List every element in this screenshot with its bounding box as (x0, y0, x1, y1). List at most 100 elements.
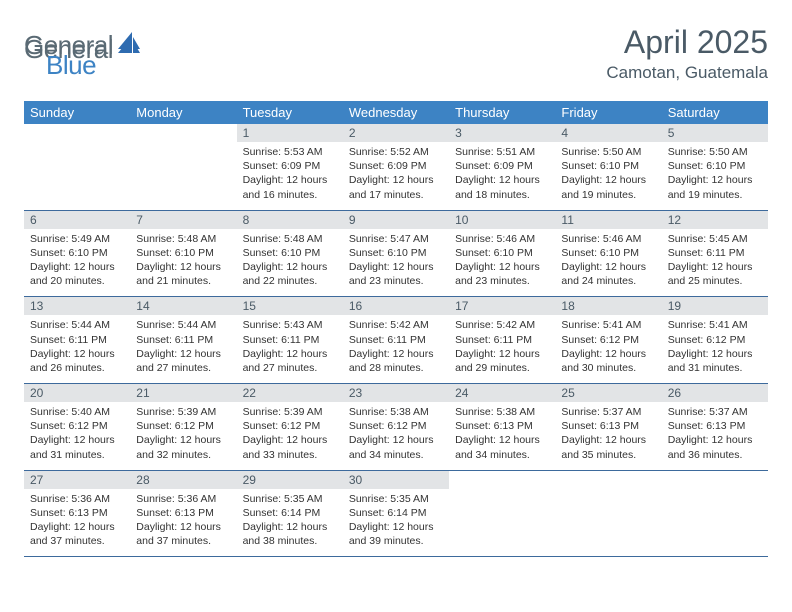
location-label: Camotan, Guatemala (606, 63, 768, 83)
day-details: Sunrise: 5:37 AMSunset: 6:13 PMDaylight:… (555, 402, 661, 470)
calendar-cell (449, 470, 555, 557)
day-sunset: Sunset: 6:12 PM (349, 419, 443, 433)
calendar-cell: 14Sunrise: 5:44 AMSunset: 6:11 PMDayligh… (130, 297, 236, 384)
day-day2: and 20 minutes. (30, 274, 124, 288)
day-details: Sunrise: 5:43 AMSunset: 6:11 PMDaylight:… (237, 315, 343, 383)
day-details: Sunrise: 5:48 AMSunset: 6:10 PMDaylight:… (237, 229, 343, 297)
calendar-cell: 6Sunrise: 5:49 AMSunset: 6:10 PMDaylight… (24, 210, 130, 297)
day-day2: and 37 minutes. (136, 534, 230, 548)
day-details: Sunrise: 5:38 AMSunset: 6:13 PMDaylight:… (449, 402, 555, 470)
day-number: 16 (343, 297, 449, 315)
day-sunrise: Sunrise: 5:48 AM (243, 232, 337, 246)
day-day1: Daylight: 12 hours (349, 260, 443, 274)
day-sunrise: Sunrise: 5:36 AM (136, 492, 230, 506)
day-day1: Daylight: 12 hours (668, 260, 762, 274)
day-sunrise: Sunrise: 5:35 AM (243, 492, 337, 506)
calendar-cell: 3Sunrise: 5:51 AMSunset: 6:09 PMDaylight… (449, 124, 555, 210)
day-sunrise: Sunrise: 5:45 AM (668, 232, 762, 246)
day-sunrise: Sunrise: 5:39 AM (136, 405, 230, 419)
day-day1: Daylight: 12 hours (243, 433, 337, 447)
calendar-head: Sunday Monday Tuesday Wednesday Thursday… (24, 101, 768, 124)
day-details: Sunrise: 5:41 AMSunset: 6:12 PMDaylight:… (662, 315, 768, 383)
day-day2: and 34 minutes. (455, 448, 549, 462)
weekday-wednesday: Wednesday (343, 101, 449, 124)
day-day1: Daylight: 12 hours (30, 260, 124, 274)
day-sunset: Sunset: 6:13 PM (561, 419, 655, 433)
day-day2: and 37 minutes. (30, 534, 124, 548)
day-number: 30 (343, 471, 449, 489)
day-day1: Daylight: 12 hours (136, 520, 230, 534)
day-details: Sunrise: 5:46 AMSunset: 6:10 PMDaylight:… (555, 229, 661, 297)
day-number: 7 (130, 211, 236, 229)
day-details: Sunrise: 5:50 AMSunset: 6:10 PMDaylight:… (662, 142, 768, 210)
day-number: 21 (130, 384, 236, 402)
day-day1: Daylight: 12 hours (349, 173, 443, 187)
day-details: Sunrise: 5:37 AMSunset: 6:13 PMDaylight:… (662, 402, 768, 470)
weekday-sunday: Sunday (24, 101, 130, 124)
day-sunrise: Sunrise: 5:47 AM (349, 232, 443, 246)
day-day1: Daylight: 12 hours (561, 433, 655, 447)
day-day2: and 29 minutes. (455, 361, 549, 375)
calendar-week: 1Sunrise: 5:53 AMSunset: 6:09 PMDaylight… (24, 124, 768, 210)
calendar-cell: 18Sunrise: 5:41 AMSunset: 6:12 PMDayligh… (555, 297, 661, 384)
day-sunset: Sunset: 6:10 PM (668, 159, 762, 173)
day-day1: Daylight: 12 hours (668, 433, 762, 447)
day-day1: Daylight: 12 hours (349, 520, 443, 534)
brand-part2: Blue (46, 50, 96, 80)
day-sunset: Sunset: 6:13 PM (455, 419, 549, 433)
calendar-cell: 29Sunrise: 5:35 AMSunset: 6:14 PMDayligh… (237, 470, 343, 557)
day-sunset: Sunset: 6:13 PM (30, 506, 124, 520)
day-details: Sunrise: 5:48 AMSunset: 6:10 PMDaylight:… (130, 229, 236, 297)
day-day2: and 28 minutes. (349, 361, 443, 375)
day-day1: Daylight: 12 hours (668, 347, 762, 361)
calendar-cell: 17Sunrise: 5:42 AMSunset: 6:11 PMDayligh… (449, 297, 555, 384)
day-sunrise: Sunrise: 5:52 AM (349, 145, 443, 159)
day-number: 6 (24, 211, 130, 229)
weekday-thursday: Thursday (449, 101, 555, 124)
day-number: 5 (662, 124, 768, 142)
calendar-cell: 2Sunrise: 5:52 AMSunset: 6:09 PMDaylight… (343, 124, 449, 210)
calendar-cell (130, 124, 236, 210)
day-number: 3 (449, 124, 555, 142)
day-number: 12 (662, 211, 768, 229)
calendar-week: 13Sunrise: 5:44 AMSunset: 6:11 PMDayligh… (24, 297, 768, 384)
day-sunrise: Sunrise: 5:46 AM (561, 232, 655, 246)
day-sunrise: Sunrise: 5:36 AM (30, 492, 124, 506)
day-day2: and 31 minutes. (30, 448, 124, 462)
day-details: Sunrise: 5:42 AMSunset: 6:11 PMDaylight:… (343, 315, 449, 383)
day-sunset: Sunset: 6:12 PM (136, 419, 230, 433)
calendar-page: General April 2025 Camotan, Guatemala Ge… (0, 0, 792, 557)
day-details: Sunrise: 5:39 AMSunset: 6:12 PMDaylight:… (237, 402, 343, 470)
day-details: Sunrise: 5:46 AMSunset: 6:10 PMDaylight:… (449, 229, 555, 297)
calendar-cell: 25Sunrise: 5:37 AMSunset: 6:13 PMDayligh… (555, 384, 661, 471)
day-sunset: Sunset: 6:12 PM (30, 419, 124, 433)
day-details: Sunrise: 5:52 AMSunset: 6:09 PMDaylight:… (343, 142, 449, 210)
calendar-cell: 12Sunrise: 5:45 AMSunset: 6:11 PMDayligh… (662, 210, 768, 297)
day-sunset: Sunset: 6:10 PM (243, 246, 337, 260)
day-details: Sunrise: 5:49 AMSunset: 6:10 PMDaylight:… (24, 229, 130, 297)
calendar-cell (662, 470, 768, 557)
day-sunrise: Sunrise: 5:39 AM (243, 405, 337, 419)
day-sunrise: Sunrise: 5:37 AM (668, 405, 762, 419)
weekday-monday: Monday (130, 101, 236, 124)
day-sunset: Sunset: 6:10 PM (561, 246, 655, 260)
day-details: Sunrise: 5:41 AMSunset: 6:12 PMDaylight:… (555, 315, 661, 383)
day-number: 23 (343, 384, 449, 402)
brand-part2-wrap: Blue (46, 50, 96, 81)
logo-sail-icon-b (117, 34, 141, 54)
day-sunrise: Sunrise: 5:42 AM (349, 318, 443, 332)
day-number: 28 (130, 471, 236, 489)
day-day2: and 39 minutes. (349, 534, 443, 548)
title-block: April 2025 Camotan, Guatemala (606, 24, 768, 83)
day-details: Sunrise: 5:36 AMSunset: 6:13 PMDaylight:… (130, 489, 236, 557)
day-sunset: Sunset: 6:13 PM (136, 506, 230, 520)
day-day2: and 22 minutes. (243, 274, 337, 288)
day-day2: and 38 minutes. (243, 534, 337, 548)
day-day1: Daylight: 12 hours (136, 433, 230, 447)
day-day2: and 33 minutes. (243, 448, 337, 462)
day-day1: Daylight: 12 hours (136, 347, 230, 361)
day-number: 26 (662, 384, 768, 402)
day-details: Sunrise: 5:38 AMSunset: 6:12 PMDaylight:… (343, 402, 449, 470)
day-number: 4 (555, 124, 661, 142)
day-day1: Daylight: 12 hours (243, 347, 337, 361)
